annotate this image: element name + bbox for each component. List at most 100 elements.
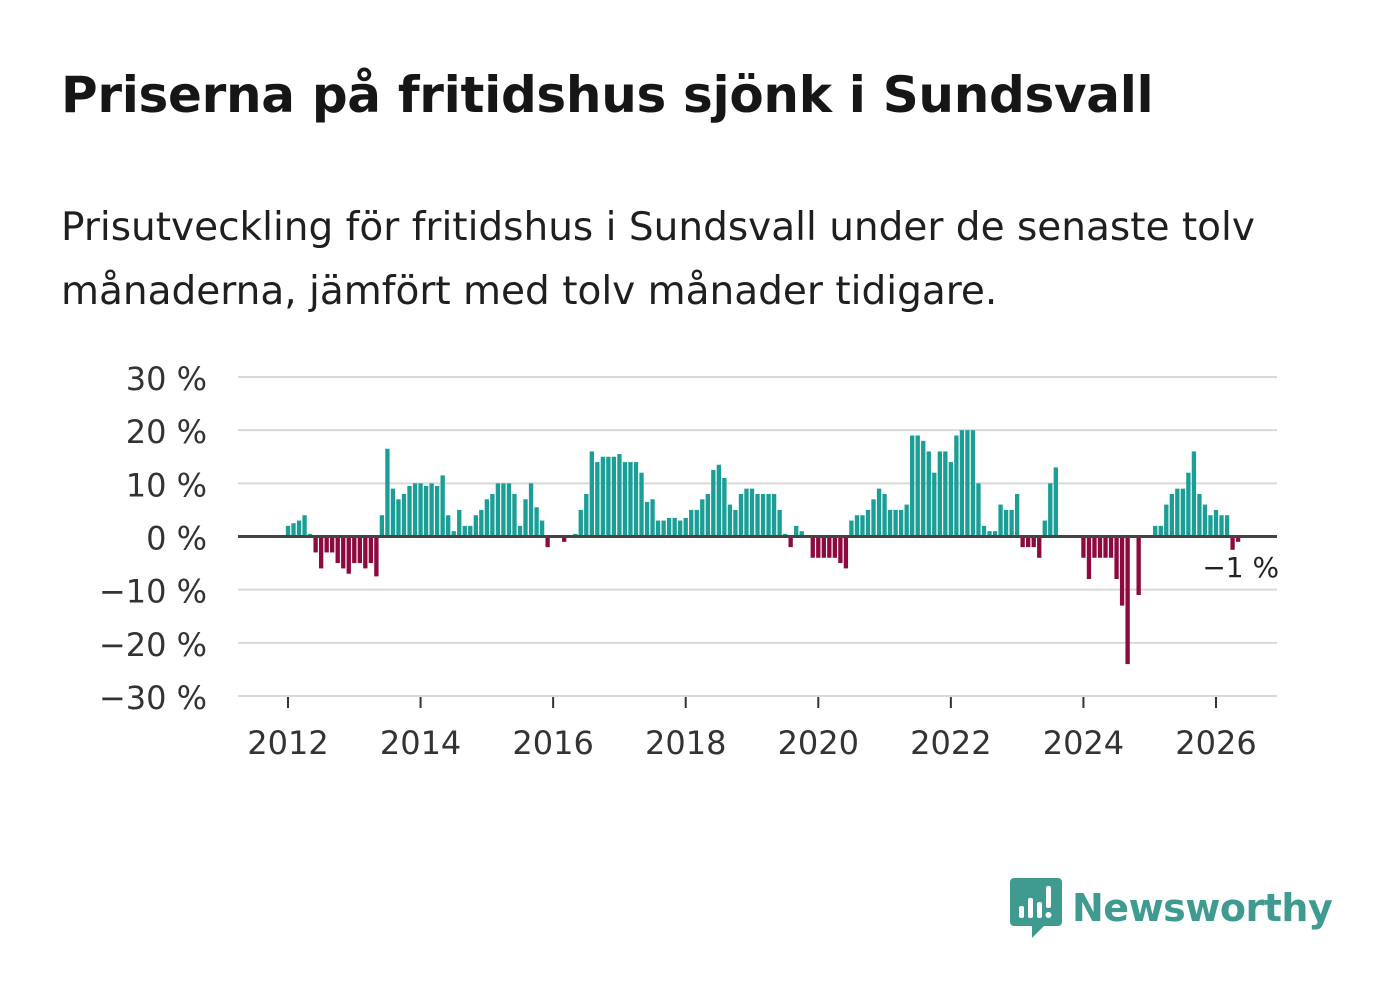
bar xyxy=(484,499,490,537)
x-tick-label: 2024 xyxy=(1043,724,1124,762)
bar xyxy=(600,456,606,537)
bar xyxy=(1125,536,1130,665)
bar xyxy=(1020,536,1025,548)
bar xyxy=(755,493,760,537)
bar xyxy=(534,507,539,537)
bar xyxy=(827,536,832,558)
bar xyxy=(352,536,357,564)
bar xyxy=(324,536,329,553)
bar xyxy=(932,472,937,537)
bar xyxy=(915,435,920,537)
bar xyxy=(473,515,478,537)
bar xyxy=(650,499,655,537)
y-axis-labels: 30 % 20 % 10 % 0 % −10 % −20 % −30 % xyxy=(99,360,207,717)
bar xyxy=(1230,536,1235,550)
x-tick-label: 2016 xyxy=(512,724,593,762)
bar xyxy=(589,451,594,537)
bar xyxy=(689,509,694,537)
bar xyxy=(1103,536,1108,558)
bar xyxy=(1235,536,1241,542)
bar xyxy=(374,536,379,577)
y-tick-label: −30 % xyxy=(99,679,207,717)
bar xyxy=(434,485,440,537)
bar xyxy=(617,454,622,537)
bar xyxy=(644,501,650,537)
y-tick-label: 0 % xyxy=(146,520,207,558)
bar xyxy=(1175,488,1180,537)
bar xyxy=(970,430,976,537)
newsworthy-bar-chart-icon xyxy=(1010,878,1062,938)
bar xyxy=(1202,504,1208,537)
bar xyxy=(341,536,346,569)
bar xyxy=(418,483,423,537)
bar xyxy=(628,462,633,537)
bar xyxy=(501,483,506,537)
bar xyxy=(633,462,639,537)
bar xyxy=(954,435,959,537)
bar xyxy=(390,488,396,537)
bar xyxy=(1224,515,1230,537)
bar xyxy=(363,536,368,569)
bar xyxy=(517,525,523,537)
bar xyxy=(1169,493,1174,537)
bar xyxy=(711,470,716,537)
bar xyxy=(871,499,876,537)
bar xyxy=(296,520,302,537)
bar xyxy=(981,525,987,537)
bar xyxy=(335,536,340,564)
chart-title: Priserna på fritidshus sjönk i Sundsvall xyxy=(61,66,1154,124)
bar xyxy=(948,462,954,537)
bar xyxy=(1164,504,1169,537)
bar xyxy=(865,509,871,537)
bar xyxy=(987,531,992,537)
bar xyxy=(749,488,755,537)
bar xyxy=(882,493,887,537)
bar xyxy=(1213,509,1219,537)
y-tick-label: −20 % xyxy=(99,626,207,664)
bar xyxy=(959,430,965,537)
bar xyxy=(1048,483,1053,537)
bar xyxy=(722,478,727,537)
bar xyxy=(523,499,528,537)
bar xyxy=(446,515,451,537)
price-change-bar-chart: 30 %20 %10 %0 %−10 %−20 %−30 % 2012 2014 2… xyxy=(99,360,1279,762)
bar xyxy=(357,536,362,564)
bar xyxy=(423,485,429,537)
newsworthy-wordmark: Newsworthy xyxy=(1072,886,1333,930)
bar xyxy=(407,485,412,537)
bar xyxy=(716,464,722,537)
bar xyxy=(1014,493,1020,537)
bar xyxy=(622,462,628,537)
bar xyxy=(506,483,512,537)
bar xyxy=(771,493,777,537)
bar xyxy=(584,493,589,537)
bar xyxy=(1186,472,1191,537)
bar xyxy=(639,472,644,537)
x-tick-label: 2014 xyxy=(380,724,461,762)
bar xyxy=(655,520,661,537)
bar xyxy=(876,488,882,537)
bar xyxy=(318,536,324,569)
bar xyxy=(539,520,545,537)
bar xyxy=(794,525,799,537)
newsworthy-logo: Newsworthy xyxy=(1010,878,1333,938)
bar xyxy=(512,493,517,537)
bar xyxy=(1026,536,1031,548)
bar xyxy=(943,451,948,537)
chart-subtitle: Prisutveckling för fritidshus i Sundsval… xyxy=(61,205,1255,314)
bar xyxy=(672,517,677,537)
bar xyxy=(401,493,407,537)
grid-lines xyxy=(238,376,1277,697)
bar xyxy=(904,504,909,537)
x-axis-labels: 2012 2014 2016 2018 2020 2022 2024 2026 xyxy=(247,697,1257,762)
y-tick-label: 10 % xyxy=(126,466,207,504)
bar xyxy=(479,509,484,537)
bar xyxy=(661,520,666,537)
bar xyxy=(545,536,550,548)
bar xyxy=(666,517,672,537)
bar xyxy=(346,536,351,574)
y-tick-label: −10 % xyxy=(99,573,207,611)
bar xyxy=(1114,536,1119,580)
bar xyxy=(1009,509,1014,537)
bar xyxy=(683,517,688,537)
